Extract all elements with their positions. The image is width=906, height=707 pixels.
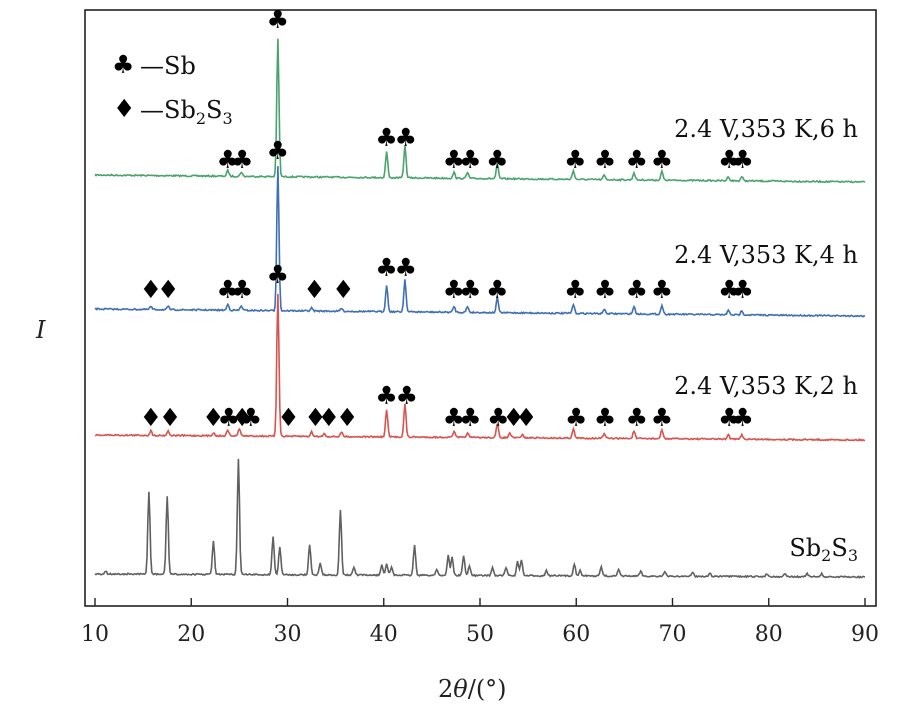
x-tick-label: 10 xyxy=(81,622,109,647)
sb-peak-marker: ♣ xyxy=(594,145,616,174)
sb-peak-marker: ♣ xyxy=(267,136,289,165)
sb2s3-peak-marker: ♦ xyxy=(515,403,537,432)
sb2s3-peak-marker: ♦ xyxy=(157,275,179,304)
sb2s3-peak-marker: ♦ xyxy=(502,403,524,432)
sb-peak-marker: ♣ xyxy=(651,145,673,174)
sb-peak-marker: ♣ xyxy=(594,275,616,304)
sb-peak-marker: ♣ xyxy=(486,145,508,174)
series-line-3 xyxy=(94,458,866,579)
sb-peak-marker: ♣ xyxy=(487,403,509,432)
sb2s3-peak-marker: ♦ xyxy=(304,403,326,432)
sb-peak-marker: ♣ xyxy=(396,381,418,410)
sb-peak-marker: ♣ xyxy=(459,275,481,304)
sb-peak-marker: ♣ xyxy=(395,253,417,282)
legend-sb2s3-label: —Sb2S3 xyxy=(140,96,233,128)
series-label-3: Sb2S3 xyxy=(789,534,858,565)
sb-peak-marker: ♣ xyxy=(218,403,240,432)
sb-peak-marker: ♣ xyxy=(443,145,465,174)
sb-peak-marker: ♣ xyxy=(375,381,397,410)
sb-peak-marker: ♣ xyxy=(267,260,289,289)
sb-peak-marker: ♣ xyxy=(594,403,616,432)
sb-peak-marker: ♣ xyxy=(732,275,754,304)
sb-peak-marker: ♣ xyxy=(732,403,754,432)
sb2s3-peak-marker: ♦ xyxy=(318,403,340,432)
sb-peak-marker: ♣ xyxy=(375,253,397,282)
sb-peak-marker: ♣ xyxy=(626,275,648,304)
sb-peak-marker: ♣ xyxy=(564,275,586,304)
sb-peak-marker: ♣ xyxy=(732,145,754,174)
y-axis-label: I xyxy=(35,316,46,344)
sb2s3-peak-marker: ♦ xyxy=(231,403,253,432)
sb-peak-marker: ♣ xyxy=(231,145,253,174)
sb-peak-marker: ♣ xyxy=(443,403,465,432)
series-line-2 xyxy=(94,293,866,442)
sb-peak-marker: ♣ xyxy=(718,275,740,304)
sb-peak-marker: ♣ xyxy=(565,403,587,432)
sb-peak-marker: ♣ xyxy=(459,145,481,174)
legend-sb-label: —Sb xyxy=(140,52,196,80)
sb2s3-peak-marker: ♦ xyxy=(336,403,358,432)
sb-peak-marker: ♣ xyxy=(240,403,262,432)
x-tick-label: 50 xyxy=(466,622,494,647)
sb-peak-marker: ♣ xyxy=(564,145,586,174)
x-tick-label: 40 xyxy=(370,622,398,647)
sb-peak-marker: ♣ xyxy=(217,145,239,174)
series-line-1 xyxy=(94,166,865,318)
series-label-1: 2.4 V,353 K,4 h xyxy=(674,241,858,269)
series-labels: 2.4 V,353 K,6 h 2.4 V,353 K,4 h 2.4 V,353 … xyxy=(674,115,858,565)
series-label-2: 2.4 V,353 K,2 h xyxy=(674,372,858,400)
sb2s3-peak-marker: ♦ xyxy=(303,275,325,304)
sb-peak-marker: ♣ xyxy=(217,275,239,304)
sb-peak-marker: ♣ xyxy=(651,275,673,304)
legend-sb2s3-marker: ♦ xyxy=(113,94,135,123)
x-axis-ticks: 10 20 30 40 50 60 70 80 90 xyxy=(81,598,879,647)
x-axis-label: 2θ/(°) xyxy=(438,675,507,703)
sb-peak-marker: ♣ xyxy=(375,123,397,152)
sb-peak-marker: ♣ xyxy=(486,275,508,304)
sb2s3-peak-marker: ♦ xyxy=(159,403,181,432)
x-tick-label: 30 xyxy=(274,622,302,647)
sb-peak-marker: ♣ xyxy=(626,145,648,174)
series-label-0: 2.4 V,353 K,6 h xyxy=(674,115,858,143)
sb-peak-marker: ♣ xyxy=(395,123,417,152)
series-line-0 xyxy=(94,38,866,184)
sb-peak-marker: ♣ xyxy=(443,275,465,304)
sb-peak-marker: ♣ xyxy=(718,145,740,174)
x-tick-label: 20 xyxy=(177,622,205,647)
x-tick-label: 80 xyxy=(755,622,783,647)
legend: ♣ —Sb ♦ —Sb2S3 xyxy=(112,50,233,128)
sb2s3-peak-marker: ♦ xyxy=(202,403,224,432)
sb-peak-marker: ♣ xyxy=(459,403,481,432)
sb-peak-marker: ♣ xyxy=(651,403,673,432)
sb-peak-marker: ♣ xyxy=(626,403,648,432)
x-tick-label: 70 xyxy=(659,622,687,647)
series-lines xyxy=(94,38,866,579)
sb2s3-peak-marker: ♦ xyxy=(140,275,162,304)
sb2s3-peak-marker: ♦ xyxy=(277,403,299,432)
legend-sb-marker: ♣ xyxy=(112,50,134,79)
sb-peak-marker: ♣ xyxy=(267,5,289,34)
x-tick-label: 60 xyxy=(562,622,590,647)
sb-peak-marker: ♣ xyxy=(718,403,740,432)
plot-frame xyxy=(84,9,877,607)
sb2s3-peak-marker: ♦ xyxy=(332,275,354,304)
peak-markers: ♣♣♣♣♣♣♣ ♣ ♣ ♣ ♣ ♣ ♣♣♦♦ ♣♣♣♦ ♦♣♣♣♣ ♣ ♣ ♣ ♣ ♣ ♣♣♦♦ ♦♣♦♣ ♦♣… xyxy=(140,5,754,432)
sb2s3-peak-marker: ♦ xyxy=(140,403,162,432)
sb-peak-marker: ♣ xyxy=(231,275,253,304)
x-tick-label: 90 xyxy=(851,622,879,647)
